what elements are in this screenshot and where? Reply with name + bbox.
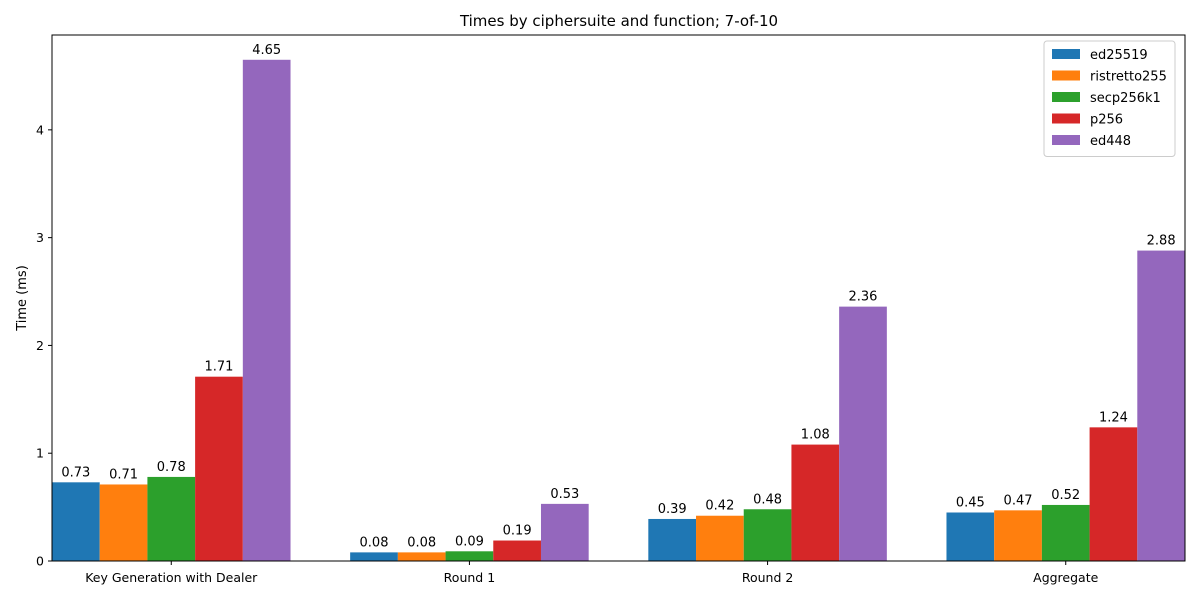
x-tick-label-2: Round 2: [742, 570, 793, 585]
data-label-secp256k1-0: 0.78: [157, 460, 186, 475]
legend-swatch-ed25519: [1052, 49, 1080, 59]
bar-p256-2: [791, 444, 840, 561]
legend: ed25519 ristretto255 secp256k1 p256 ed448: [1043, 40, 1176, 157]
legend-box: [1043, 40, 1176, 157]
legend-label-ed25519: ed25519: [1090, 48, 1148, 63]
bar-ristretto255-2: [696, 515, 744, 561]
data-label-ristretto255-2: 0.42: [705, 499, 734, 514]
legend-label-ristretto255: ristretto255: [1090, 70, 1167, 85]
data-label-p256-2: 1.08: [801, 428, 830, 443]
data-label-p256-0: 1.71: [204, 360, 233, 375]
chart-title: Times by ciphersuite and function; 7-of-…: [459, 12, 778, 30]
legend-swatch-ristretto255: [1052, 70, 1080, 81]
y-axis-label: Time (ms): [15, 265, 30, 332]
bars-group: [52, 59, 1185, 561]
x-tick-label-0: Key Generation with Dealer: [85, 570, 258, 585]
data-label-p256-3: 1.24: [1099, 410, 1128, 425]
data-label-ristretto255-0: 0.71: [109, 467, 138, 482]
bar-secp256k1-2: [743, 509, 792, 561]
legend-swatch-ed448: [1052, 135, 1080, 145]
x-tick-label-1: Round 1: [444, 570, 495, 585]
bar-p256-0: [195, 376, 243, 561]
data-label-ed448-2: 2.36: [849, 290, 878, 305]
y-tick-label-0: 0: [36, 554, 44, 569]
data-label-ristretto255-3: 0.47: [1004, 493, 1033, 508]
data-label-ed25519-2: 0.39: [658, 502, 687, 517]
bar-secp256k1-3: [1041, 504, 1090, 561]
bar-ed25519-0: [52, 482, 100, 561]
bar-secp256k1-1: [445, 551, 494, 561]
data-label-ristretto255-1: 0.08: [407, 535, 436, 550]
data-label-p256-1: 0.19: [503, 524, 532, 539]
legend-label-p256: p256: [1090, 113, 1123, 128]
data-label-secp256k1-1: 0.09: [455, 534, 484, 549]
y-tick-label-2: 2: [36, 338, 44, 353]
bar-ristretto255-0: [99, 484, 148, 561]
data-label-secp256k1-2: 0.48: [753, 492, 782, 507]
bar-ed25519-1: [350, 552, 398, 561]
x-tick-label-3: Aggregate: [1033, 570, 1098, 585]
data-label-ed25519-3: 0.45: [956, 495, 985, 510]
data-label-secp256k1-3: 0.52: [1051, 488, 1080, 503]
bar-ristretto255-1: [397, 552, 446, 561]
bar-p256-3: [1089, 427, 1138, 561]
data-labels-group: 0.73 0.08 0.39 0.45 0.71 0.08 0.42 0.47 0.78 0.09…: [61, 43, 1175, 551]
bar-ed448-0: [242, 59, 291, 561]
bar-ed25519-2: [648, 518, 697, 561]
bar-ed25519-3: [946, 512, 995, 561]
data-label-ed448-1: 0.53: [550, 487, 579, 502]
legend-swatch-secp256k1: [1052, 92, 1080, 102]
legend-swatch-p256: [1052, 113, 1080, 124]
y-tick-label-3: 3: [36, 230, 44, 245]
y-axis: 0 1 2 3 4: [36, 122, 52, 569]
data-label-ed448-0: 4.65: [252, 43, 281, 58]
y-tick-label-4: 4: [36, 122, 44, 137]
data-label-ed25519-0: 0.73: [61, 465, 90, 480]
data-label-ed25519-1: 0.08: [360, 535, 389, 550]
bar-p256-1: [493, 540, 541, 561]
bar-ed448-3: [1137, 250, 1185, 561]
plot-area-frame: [51, 34, 1186, 562]
legend-label-secp256k1: secp256k1: [1090, 91, 1161, 106]
legend-label-ed448: ed448: [1090, 134, 1131, 149]
bar-secp256k1-0: [147, 476, 196, 561]
bar-ristretto255-3: [994, 510, 1042, 561]
bar-ed448-1: [540, 503, 589, 561]
data-label-ed448-3: 2.88: [1147, 234, 1176, 249]
bar-ed448-2: [839, 306, 887, 561]
x-axis: Key Generation with Dealer Round 1 Round 2…: [85, 561, 1099, 585]
y-tick-label-1: 1: [36, 446, 44, 461]
